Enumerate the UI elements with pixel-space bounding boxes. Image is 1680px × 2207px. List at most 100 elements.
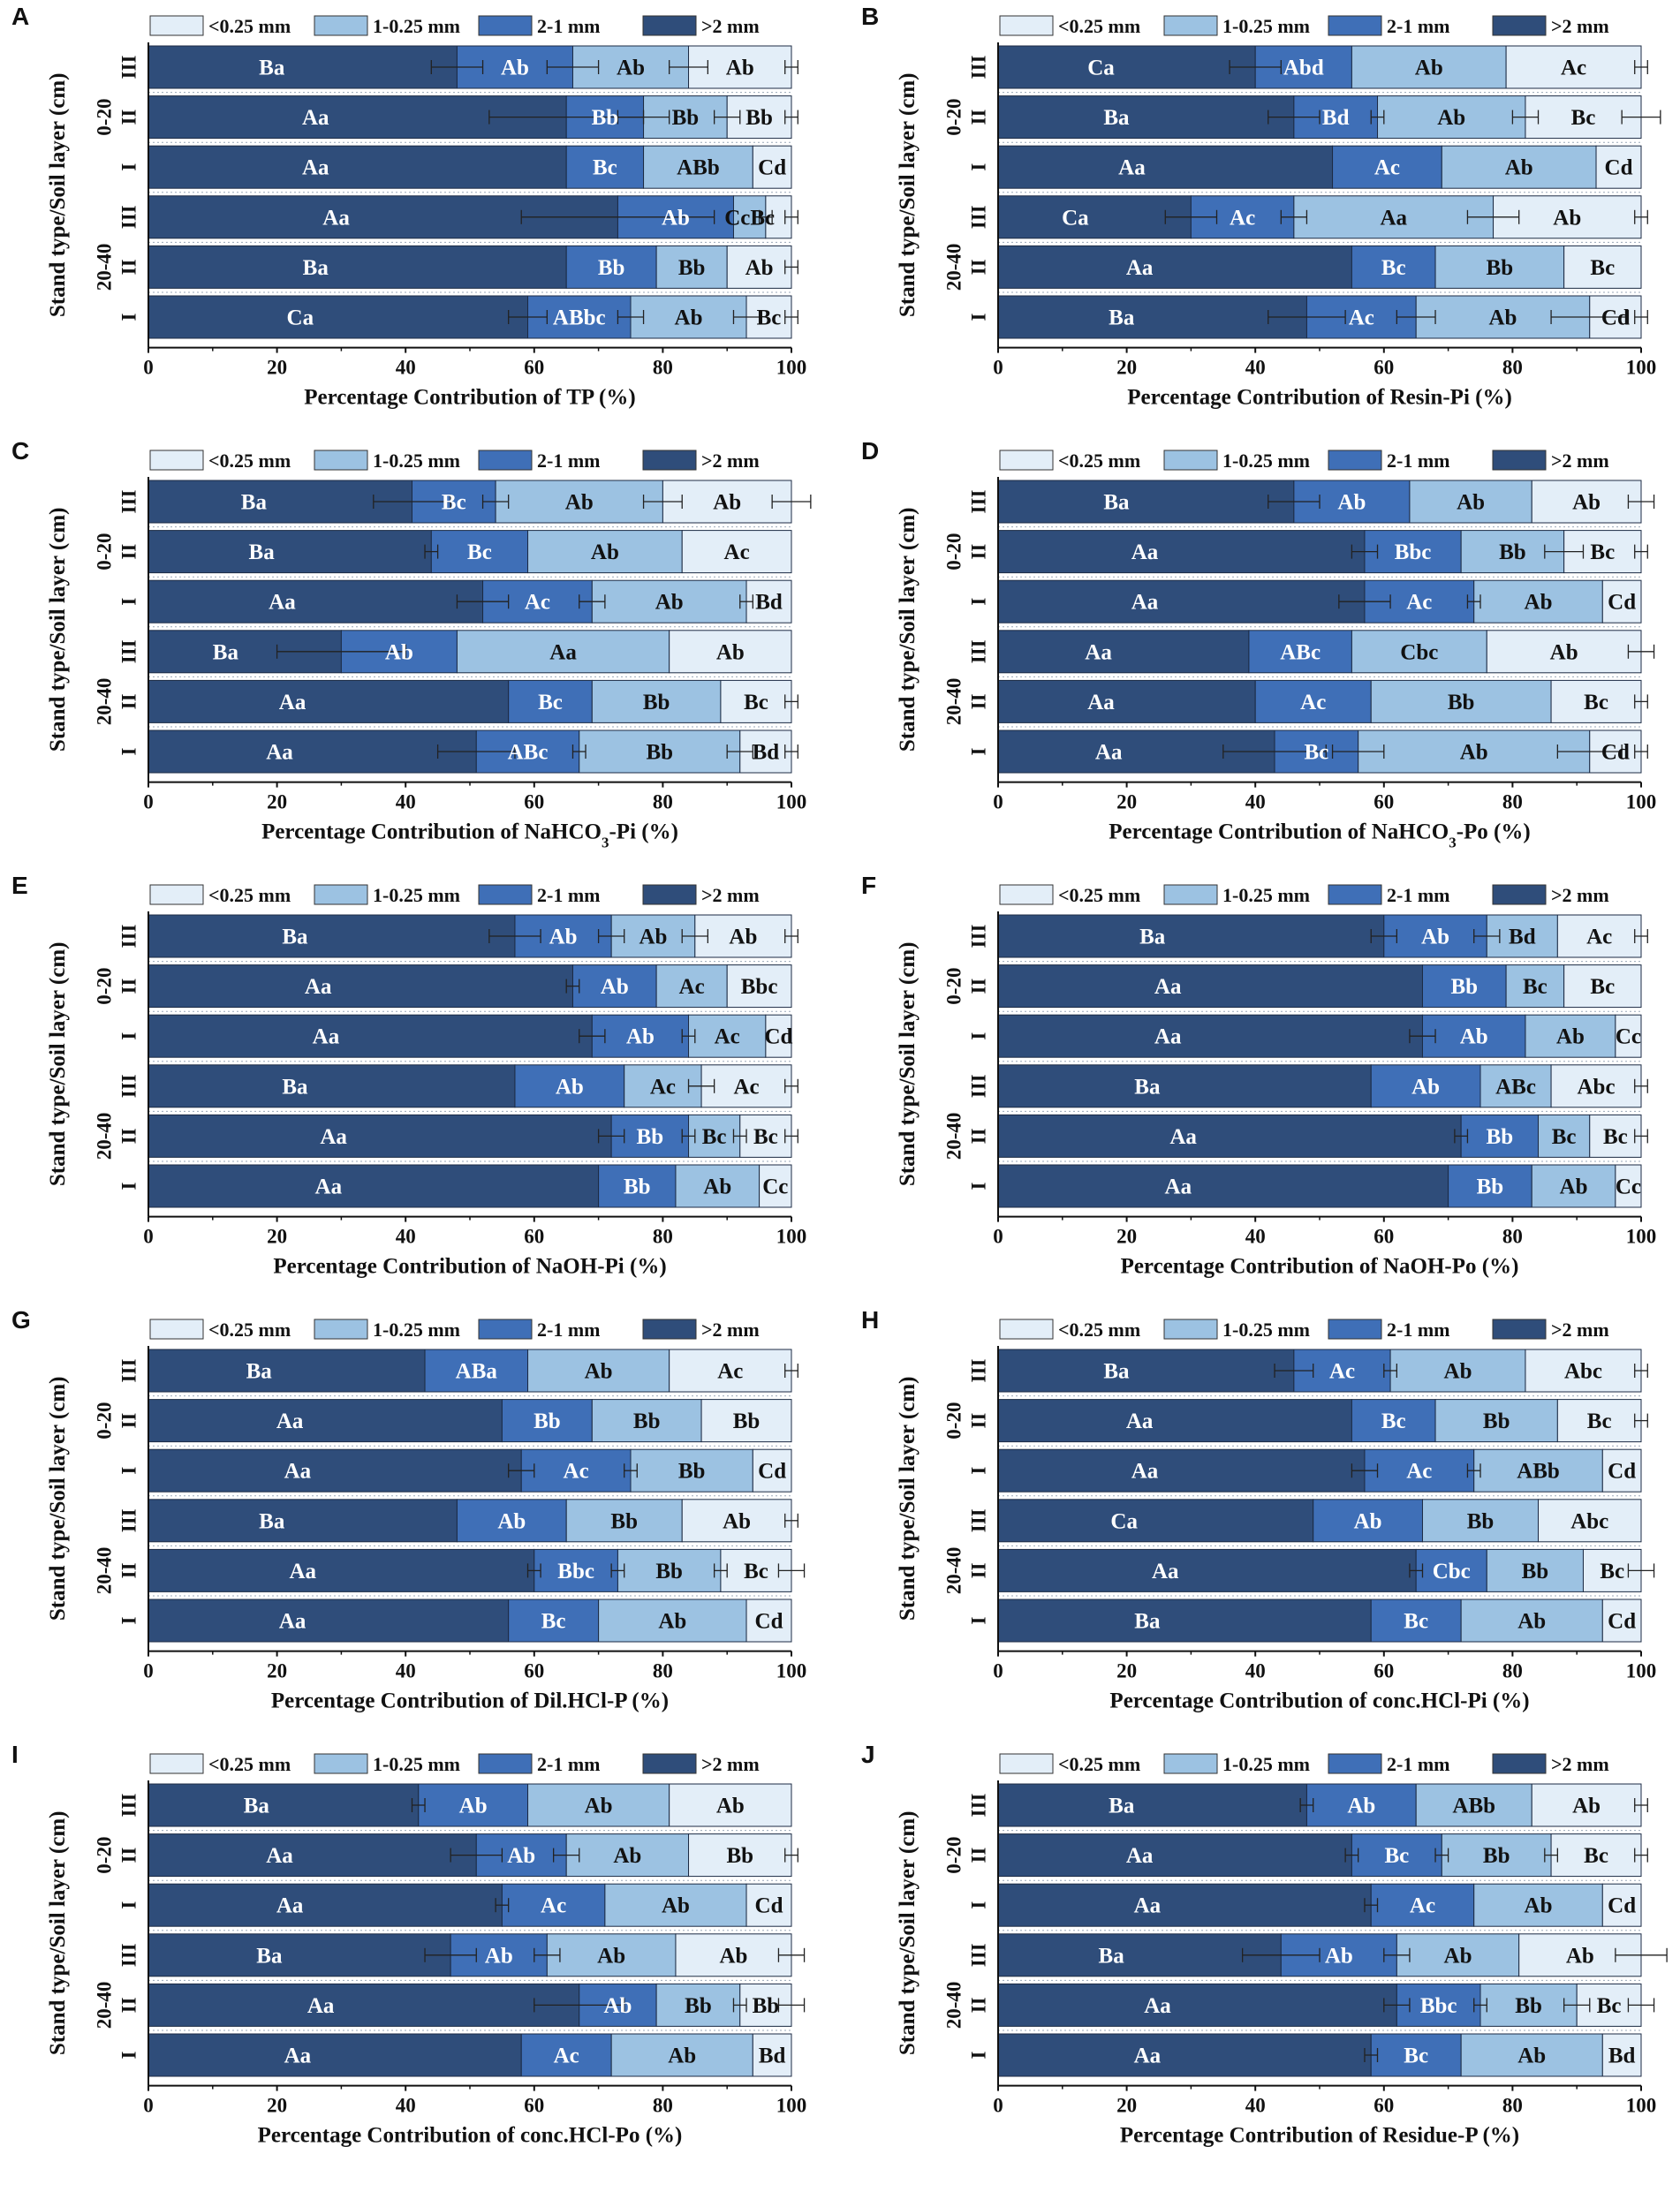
legend-label: <0.25 mm — [208, 884, 291, 906]
bar-segment-1-025mm — [598, 1599, 747, 1643]
data-label: Cd — [755, 1894, 783, 1918]
bar-0-20-III: Ca Abd Ab Ac — [997, 45, 1648, 89]
bar-segment-2-1mm — [418, 1783, 529, 1827]
legend-label: 2-1 mm — [537, 884, 600, 906]
data-label: Aa — [1131, 540, 1159, 564]
data-label: Ac — [1586, 926, 1612, 949]
bar-segment-1-025mm — [456, 630, 670, 674]
data-label: Bb — [1448, 691, 1475, 714]
bar-segment-gt2mm — [148, 45, 458, 89]
bar-20-40-III: Ba Ab Ac Ac — [148, 1064, 798, 1108]
bar-segment-1-025mm — [1460, 1599, 1603, 1643]
data-label: Ab — [719, 1944, 747, 1968]
bar-segment-gt2mm — [997, 1349, 1295, 1393]
bar-0-20-III: Ba ABa Ab Ac — [148, 1349, 798, 1393]
legend-label: 1-0.25 mm — [373, 15, 460, 37]
legend-swatch — [999, 15, 1054, 36]
stand-label: III — [118, 205, 140, 229]
legend-swatch — [642, 1319, 697, 1340]
data-label: Ab — [501, 57, 529, 80]
legend-swatch — [642, 1753, 697, 1774]
bar-segment-2-1mm — [1370, 1064, 1481, 1108]
x-tick-label: 100 — [1626, 1660, 1657, 1682]
legend-swatch — [1328, 884, 1382, 905]
stand-label: II — [118, 544, 140, 560]
bar-segment-lt025mm — [1589, 1114, 1642, 1158]
x-tick-label: 100 — [776, 1660, 807, 1682]
legend-label: >2 mm — [1551, 884, 1609, 906]
legend-swatch — [642, 884, 697, 905]
legend-swatch — [314, 1753, 368, 1774]
bar-segment-1-025mm — [1525, 1014, 1616, 1058]
stand-label: II — [968, 110, 990, 125]
bar-segment-gt2mm — [997, 1164, 1449, 1208]
bar-0-20-I: Aa Ac Ab Cd — [148, 1883, 792, 1927]
legend-swatch — [1492, 1753, 1547, 1774]
bar-segment-lt025mm — [1615, 1014, 1642, 1058]
bar-segment-1-025mm — [1473, 1883, 1603, 1927]
x-tick-label: 100 — [776, 1226, 807, 1248]
data-label: Aa — [1144, 1994, 1171, 2018]
legend-label: 1-0.25 mm — [373, 450, 460, 472]
stand-label: II — [118, 1997, 140, 2013]
stand-label: II — [118, 693, 140, 709]
data-label: Ab — [556, 1075, 584, 1099]
x-tick-label: 60 — [524, 1660, 544, 1682]
data-label: Ab — [662, 1894, 690, 1918]
layer-label: 0-20 — [94, 1402, 116, 1440]
layer-label: 0-20 — [94, 99, 116, 136]
legend-label: 2-1 mm — [1387, 1753, 1449, 1775]
data-label: Ab — [626, 1025, 655, 1049]
data-label: Aa — [1126, 256, 1154, 280]
bar-segment-gt2mm — [997, 1064, 1372, 1108]
data-label: Ca — [1062, 206, 1089, 230]
x-tick-label: 20 — [1116, 2095, 1137, 2117]
bar-segment-gt2mm — [148, 1164, 600, 1208]
data-label: Ab — [1572, 491, 1601, 515]
legend: <0.25 mm 1-0.25 mm 2-1 mm >2 mm — [149, 1753, 760, 1775]
data-label: Bb — [1522, 1560, 1549, 1583]
data-label: Aa — [266, 741, 293, 765]
bar-segment-2-1mm — [1448, 1164, 1532, 1208]
legend: <0.25 mm 1-0.25 mm 2-1 mm >2 mm — [999, 884, 1609, 906]
bar-20-40-I: Aa Bc Ab Cd — [148, 1599, 792, 1643]
legend: <0.25 mm 1-0.25 mm 2-1 mm >2 mm — [149, 450, 760, 472]
data-label: Ba — [244, 1795, 270, 1818]
layer-label: 0-20 — [94, 968, 116, 1005]
x-tick-label: 20 — [1116, 791, 1137, 813]
data-label: Ab — [1525, 1894, 1553, 1918]
bar-segment-gt2mm — [997, 679, 1256, 723]
stand-label: III — [968, 1074, 990, 1098]
bar-segment-gt2mm — [148, 1548, 535, 1592]
data-label: Ca — [1110, 1509, 1138, 1533]
data-label: Ba — [1099, 1944, 1125, 1968]
legend-label: >2 mm — [701, 1753, 760, 1775]
data-label: Ab — [617, 57, 645, 80]
bar-segment-lt025mm — [752, 2033, 792, 2077]
bar-segment-lt025mm — [1550, 679, 1642, 723]
data-label: Aa — [549, 640, 577, 664]
data-label: Cd — [758, 1460, 786, 1484]
data-label: Bb — [598, 256, 625, 280]
x-tick-label: 0 — [993, 1660, 1003, 1682]
stand-label: I — [118, 2051, 140, 2059]
data-label: Ab — [485, 1944, 513, 1968]
bar-segment-1-025mm — [688, 1114, 741, 1158]
layer-label: 20-40 — [943, 1113, 965, 1160]
legend-swatch — [1492, 884, 1547, 905]
data-label: Aa — [279, 691, 306, 714]
stand-label: I — [968, 1182, 990, 1190]
data-label: Ab — [549, 926, 578, 949]
data-label: Bd — [1322, 106, 1350, 130]
bar-segment-lt025mm — [1563, 245, 1642, 289]
stand-label: III — [118, 1943, 140, 1967]
bar-segment-gt2mm — [997, 295, 1307, 339]
bar-segment-gt2mm — [997, 1983, 1397, 2027]
stand-label: I — [968, 163, 990, 171]
data-label: Ab — [1325, 1944, 1353, 1968]
bar-segment-1-025mm — [579, 729, 741, 774]
panel-letter: I — [11, 1741, 19, 1768]
data-label: Ac — [1406, 1460, 1432, 1484]
data-label: ABa — [456, 1360, 498, 1384]
